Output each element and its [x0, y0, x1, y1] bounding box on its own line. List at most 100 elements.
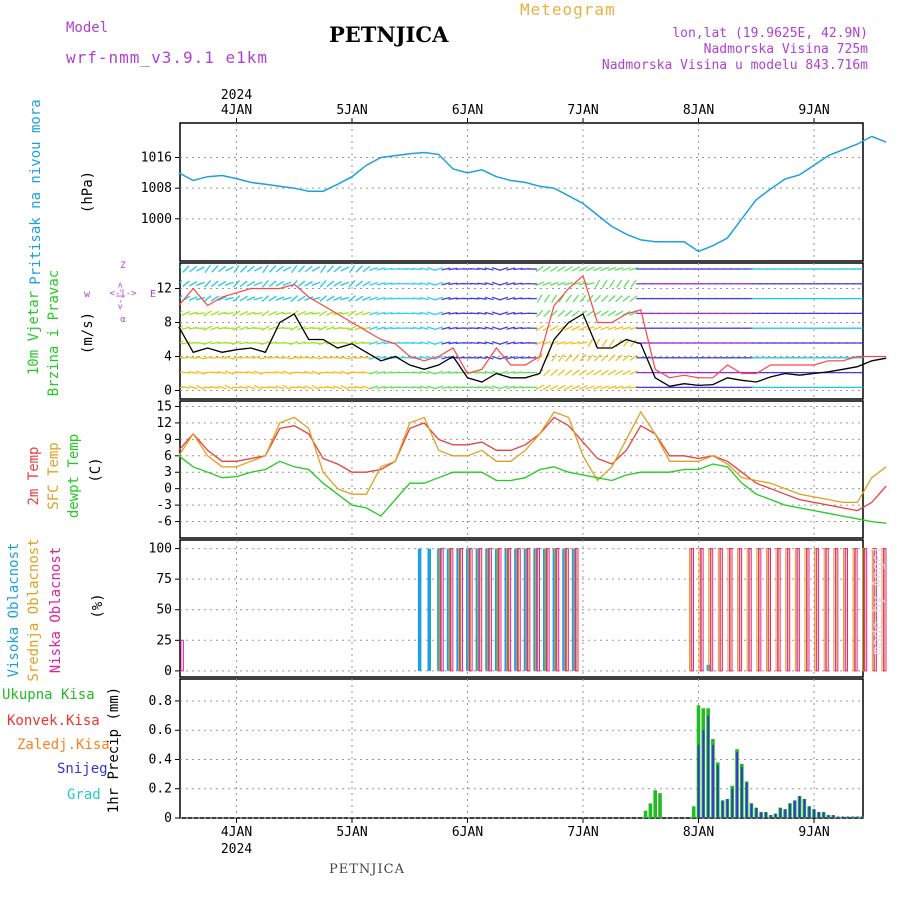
- wind-arrow-197: [325, 385, 335, 389]
- cloud-low-bar: [449, 548, 454, 672]
- wind-arrow-302: [412, 341, 422, 345]
- wind-arrow-306: [419, 267, 429, 271]
- wind-arrow-75: [232, 310, 241, 317]
- wind-arrow-250: [369, 370, 379, 375]
- temperature-ytick-label-0: 15: [156, 399, 172, 414]
- wind-arrow-339: [441, 356, 451, 360]
- precip-total-bar: [691, 806, 696, 818]
- wind-arrow-35: [196, 384, 205, 391]
- top-year-label: 2024: [221, 88, 252, 103]
- wind-arrow-573: [629, 354, 638, 362]
- wind-arrow-387: [484, 267, 494, 271]
- pressure-series-line: [178, 135, 887, 253]
- panel-wind: 12 8 4 0: [156, 262, 887, 400]
- wind-arrow-269: [383, 386, 393, 389]
- wind-arrow-329: [434, 340, 444, 346]
- wind-arrow-4: [180, 325, 184, 329]
- wind-arrow-416: [506, 296, 516, 301]
- wind-arrow-565: [621, 370, 631, 376]
- wind-arrow-519: [586, 354, 594, 362]
- wind-arrow-125: [268, 385, 278, 389]
- precip-snow-bar: [813, 809, 815, 818]
- wind-arrow-313: [419, 370, 429, 375]
- bottom-year-label: 2024: [221, 842, 252, 857]
- panel-pressure: 1016 1008 1000: [141, 122, 887, 262]
- wind-arrow-468: [549, 266, 559, 272]
- wind-arrow-546: [608, 354, 616, 362]
- wind-arrow-530: [592, 385, 602, 390]
- wind-arrow-332: [434, 385, 444, 390]
- precip-snow-bar: [808, 806, 811, 818]
- cloud-low-bar: [883, 548, 887, 672]
- wind-arrow-514: [585, 282, 595, 286]
- wind-arrow-544: [607, 326, 617, 331]
- bottom-xtick-3: 7JAN: [567, 825, 598, 840]
- bottom-xtick-0: 4JAN: [221, 825, 252, 840]
- wind-arrow-375: [470, 356, 480, 359]
- wind-arrow-370: [470, 282, 480, 285]
- temperature-ytick-label-4: 3: [164, 465, 172, 480]
- cloud-low-bar: [180, 639, 184, 672]
- precip-snow-bar: [784, 809, 787, 818]
- temperature-ytick-label-3: 6: [164, 449, 172, 464]
- wind-arrow-372: [470, 312, 480, 315]
- precip-snow-bar: [803, 798, 806, 818]
- wind-arrow-182: [319, 295, 327, 303]
- wind-arrow-86: [239, 341, 249, 345]
- wind-arrow-73: [233, 280, 240, 288]
- wind-arrow-109: [261, 280, 269, 288]
- wind-arrow-28: [195, 281, 205, 287]
- wind-arrow-518: [587, 338, 594, 348]
- wind-arrow-157: [296, 326, 306, 331]
- cloud-low-bar: [517, 548, 521, 672]
- wind-arrow-256: [376, 326, 386, 330]
- precip-snow-bar: [765, 812, 767, 818]
- wind-arrow-204: [333, 356, 343, 359]
- wind-arrow-501: [572, 353, 580, 362]
- wind-arrow-114: [260, 356, 270, 360]
- wind-arrow-405: [499, 267, 509, 271]
- cloud-ylabel-low: Niska Oblacnost: [48, 547, 64, 673]
- wind-arrow-98: [246, 385, 256, 390]
- wind-arrow-198: [333, 265, 342, 273]
- temp-sfc-line: [178, 410, 887, 504]
- wind-arrow-298: [412, 282, 422, 286]
- wind-arrow-226: [355, 280, 364, 288]
- wind-arrow-419: [506, 341, 516, 345]
- precip-snow-bar: [789, 803, 791, 818]
- wind-arrow-111: [261, 310, 270, 317]
- wind-arrow-572: [630, 339, 637, 347]
- wind-arrow-526: [593, 325, 602, 331]
- station-title: PETNJICA: [329, 22, 449, 47]
- wind-arrow-255: [376, 311, 386, 316]
- wind-arrow-89: [239, 385, 249, 389]
- wind-arrow-119: [268, 295, 277, 302]
- wind-arrow-412: [499, 370, 509, 375]
- wind-arrow-541: [608, 279, 615, 288]
- wind-arrow-308: [419, 296, 429, 301]
- wind-arrow-199: [333, 280, 342, 287]
- wind-arrow-489: [564, 310, 573, 317]
- wind-arrow-461: [543, 294, 550, 303]
- wind-arrow-472: [549, 325, 559, 332]
- compass-alpha: α: [120, 315, 126, 325]
- wind-arrow-413: [499, 385, 509, 390]
- wind-arrow-338: [441, 341, 451, 345]
- wind-arrow-162: [304, 265, 313, 273]
- wind-arrow-350: [448, 386, 458, 389]
- wind-arrow-112: [261, 325, 270, 331]
- wind-arrow-451: [535, 281, 545, 287]
- wind-arrow-487: [564, 281, 574, 286]
- wind-arrow-49: [210, 326, 220, 331]
- wind-arrow-136: [282, 281, 292, 287]
- cloud-ytick-label-0: 100: [149, 542, 172, 557]
- wind-arrow-498: [571, 310, 580, 317]
- panel-precip: 0.8 0.6 0.4 0.2 0: [149, 678, 864, 826]
- wind-arrow-178: [311, 370, 321, 375]
- wind-arrow-427: [513, 326, 523, 330]
- top-xtick-4: 8JAN: [683, 103, 714, 118]
- wind-arrow-484: [557, 369, 566, 376]
- wind-arrow-394: [484, 370, 494, 375]
- wind-arrow-509: [578, 341, 588, 345]
